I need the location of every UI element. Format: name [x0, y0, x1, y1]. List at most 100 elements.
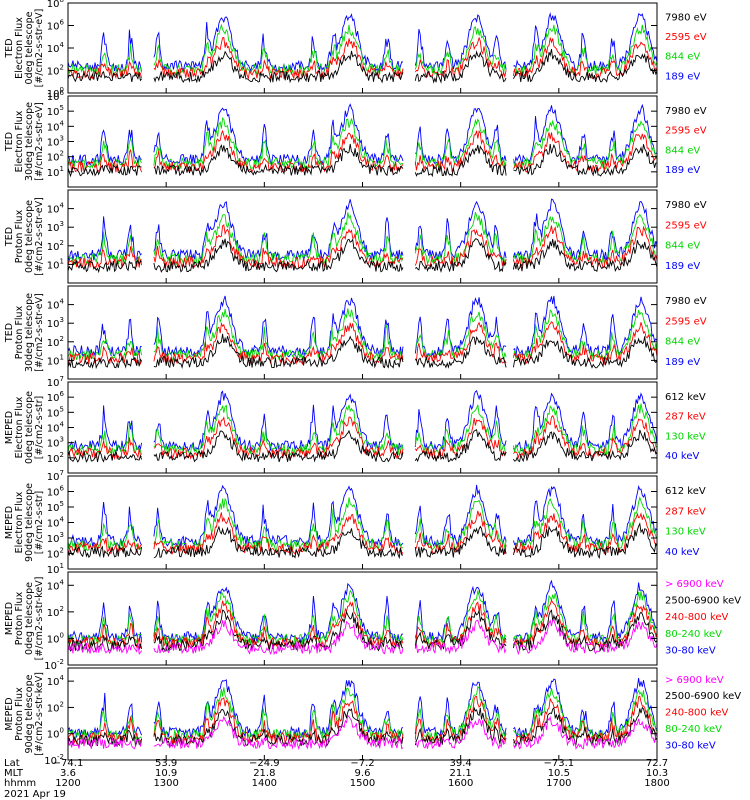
series-line-panel1-2 [67, 60, 143, 80]
series-line-panel1-4 [67, 29, 143, 73]
y-tick-label: 107 [47, 469, 64, 483]
legend-entry: > 6900 keV [665, 579, 724, 590]
y-axis-label-line: Electron Flux [14, 491, 25, 553]
series-line-panel8-2 [512, 706, 658, 748]
series-line-panel6-3 [153, 497, 404, 553]
series-line-panel8-4 [414, 685, 507, 742]
series-line-panel3-2 [67, 246, 143, 269]
legend-entry: 240-800 keV [665, 612, 729, 623]
y-tick-label: 104 [47, 516, 65, 530]
series-line-panel7-3 [414, 601, 507, 650]
series-line-panel3-3 [512, 213, 658, 265]
series-line-panel7-2 [414, 608, 507, 652]
x-tick-hhmm: 1500 [350, 778, 375, 789]
y-tick-label: 106 [47, 485, 65, 499]
y-tick-label: 102 [47, 150, 64, 164]
series-line-panel6-1 [153, 525, 403, 560]
series-line-panel4-1 [512, 336, 658, 369]
y-tick-label: 106 [47, 390, 65, 404]
y-tick-label: 105 [47, 405, 64, 419]
x-tick-lat: 39.4 [450, 758, 472, 769]
legend-entry: 844 eV [665, 52, 700, 63]
series-line-panel8-2 [67, 729, 143, 747]
y-tick-label: 104 [47, 202, 65, 216]
y-axis-label-line: [#/cm2-s-str] [34, 396, 45, 459]
x-tick-mlt: 3.6 [60, 768, 76, 779]
series-line-panel8-3 [414, 695, 507, 745]
legend-entry: 2595 eV [665, 32, 707, 43]
series-line-panel7-5 [414, 585, 507, 644]
y-tick-label: 104 [47, 41, 65, 55]
panel-8: 10-2 100 102 104 MEPED Proton Flux 90deg teles… [4, 667, 741, 767]
x-tick-mlt: 10.5 [548, 768, 570, 779]
y-tick-label: 106 [47, 19, 65, 33]
y-tick-label: 103 [47, 316, 64, 330]
series-line-panel6-2 [67, 537, 142, 555]
legend-entry: 130 keV [665, 527, 706, 538]
x-tick-hhmm: 1400 [252, 778, 277, 789]
legend-entry: 189 eV [665, 71, 700, 82]
series-line-panel5-1 [153, 429, 404, 463]
series-line-panel3-1 [67, 259, 142, 274]
series-line-panel8-5 [513, 677, 658, 738]
panel-4: 101 102 103 104 TED Proton Flux 30deg telescop… [4, 285, 707, 380]
y-axis-label-line: [#/cm2-s-str-eV] [34, 293, 45, 372]
series-line-panel3-1 [153, 238, 404, 273]
x-tick-mlt: 21.8 [253, 768, 275, 779]
legend-entry: 80-240 keV [665, 629, 722, 640]
legend-entry: 80-240 keV [665, 724, 722, 735]
series-line-panel4-2 [153, 321, 404, 366]
series-line-panel7-5 [513, 579, 658, 644]
series-line-panel1-3 [67, 43, 143, 76]
series-line-panel5-4 [512, 392, 658, 452]
x-tick-hhmm: 1300 [153, 778, 178, 789]
y-axis-label-line: 90deg telescope [24, 674, 35, 753]
y-tick-label: 104 [47, 578, 65, 592]
y-axis-label-line: [#/cm2-s-str-keV] [34, 672, 45, 756]
series-line-panel8-5 [67, 692, 143, 738]
series-line-panel8-4 [153, 687, 404, 742]
panel-3: 101 102 103 104 TED Proton Flux 0deg telescope… [4, 189, 707, 284]
x-tick-hhmm: 1600 [448, 778, 473, 789]
y-tick-label: 102 [47, 451, 64, 465]
y-axis-label-line: Proton Flux [14, 591, 25, 645]
series-line-panel4-3 [67, 337, 143, 361]
series-line-panel5-3 [153, 404, 404, 456]
y-axis-label-line: MEPED [4, 602, 15, 635]
series-line-panel1-1 [513, 49, 658, 83]
series-line-panel4-4 [153, 295, 404, 358]
x-tick-mlt: 10.3 [646, 768, 668, 779]
y-tick-label: 101 [47, 562, 64, 576]
x-tick-lat: −74.1 [53, 758, 84, 769]
x-row-label: hhmm [4, 778, 36, 789]
legend-entry: 7980 eV [665, 106, 707, 117]
series-line-panel4-2 [414, 321, 507, 364]
x-tick-mlt: 10.9 [155, 768, 177, 779]
legend-entry: 612 keV [665, 486, 706, 497]
legend-entry: 612 keV [665, 392, 706, 403]
legend-entry: 130 keV [665, 431, 706, 442]
y-axis-label-line: [#/cm2-s-str-eV] [34, 197, 45, 276]
series-line-panel6-2 [415, 510, 507, 555]
series-line-panel8-1 [512, 715, 658, 750]
y-tick-label: 102 [47, 64, 64, 78]
series-line-panel7-1 [513, 619, 658, 656]
series-line-panel5-4 [153, 390, 404, 453]
legend-entry: 2595 eV [665, 220, 707, 231]
series-line-panel1-3 [513, 24, 658, 76]
legend-entry: 40 keV [665, 451, 699, 462]
y-axis-label-line: TED [4, 227, 15, 247]
series-line-panel4-1 [415, 336, 507, 369]
y-tick-label: 100 [47, 631, 64, 645]
legend-entry: 2595 eV [665, 126, 707, 137]
series-line-panel1-3 [414, 26, 507, 76]
legend-entry: 844 eV [665, 145, 700, 156]
series-line-panel8-5 [414, 681, 507, 738]
legend-entry: 2500-6900 keV [665, 691, 741, 702]
y-axis-label-line: Electron Flux [14, 110, 25, 172]
series-line-panel6-1 [512, 522, 658, 560]
series-line-panel1-4 [153, 13, 404, 73]
legend-entry: 287 keV [665, 506, 706, 517]
